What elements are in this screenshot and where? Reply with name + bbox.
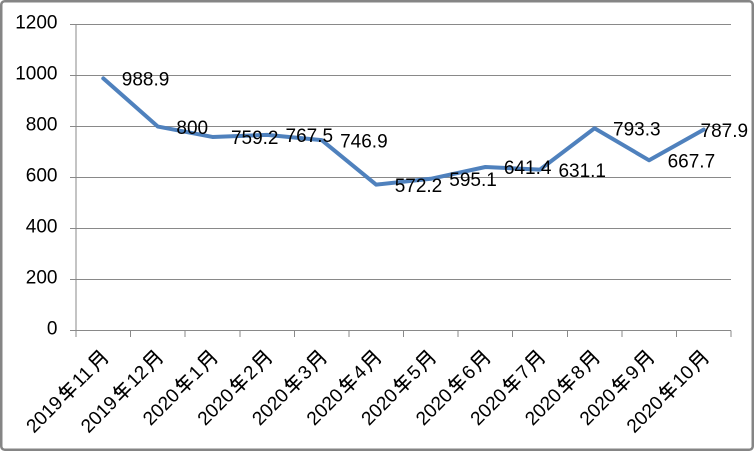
svg-text:746.9: 746.9	[340, 131, 388, 152]
svg-text:767.5: 767.5	[286, 126, 334, 147]
svg-text:400: 400	[26, 216, 58, 237]
svg-text:641.4: 641.4	[504, 158, 552, 179]
svg-text:0: 0	[47, 318, 58, 339]
svg-text:787.9: 787.9	[701, 121, 749, 142]
svg-text:1200: 1200	[15, 12, 57, 33]
svg-text:572.2: 572.2	[395, 176, 443, 197]
svg-text:759.2: 759.2	[231, 128, 279, 149]
svg-text:793.3: 793.3	[613, 119, 661, 140]
svg-text:667.7: 667.7	[668, 151, 716, 172]
svg-text:1000: 1000	[15, 63, 57, 84]
svg-text:631.1: 631.1	[558, 161, 606, 182]
svg-text:800: 800	[176, 118, 208, 139]
svg-text:200: 200	[26, 267, 58, 288]
svg-text:595.1: 595.1	[449, 170, 497, 191]
svg-text:800: 800	[26, 114, 58, 135]
svg-text:600: 600	[26, 165, 58, 186]
svg-text:988.9: 988.9	[122, 70, 170, 91]
